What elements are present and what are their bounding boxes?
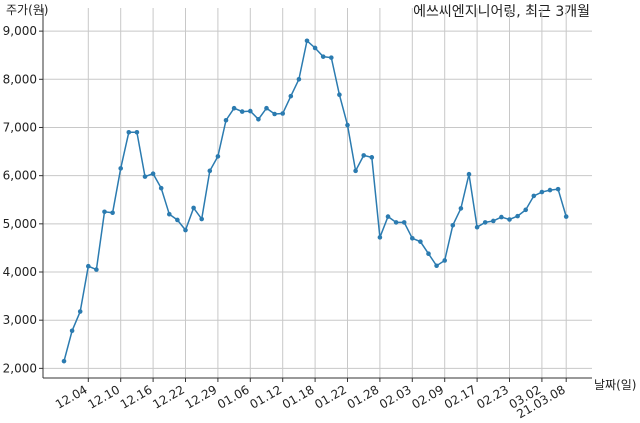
point [442, 258, 448, 263]
y-tick-label: 3,000 [3, 313, 37, 327]
point [353, 168, 358, 174]
point [231, 105, 237, 111]
point [377, 235, 383, 240]
point [361, 153, 367, 158]
x-tick-label: 12.29 [183, 382, 220, 411]
y-tick-label: 5,000 [3, 217, 37, 231]
point [223, 117, 229, 123]
x-tick-label: 02.23 [474, 382, 511, 411]
point [304, 38, 310, 44]
point [555, 186, 561, 192]
point [150, 171, 156, 177]
point [320, 54, 326, 59]
point [86, 263, 91, 269]
point [296, 77, 302, 82]
point [175, 217, 180, 223]
point [507, 217, 512, 222]
point [474, 224, 480, 230]
point [393, 220, 399, 225]
point [77, 309, 83, 314]
point [69, 328, 75, 334]
y-tick-label: 8,000 [3, 72, 37, 86]
point [466, 171, 472, 177]
point [426, 251, 431, 257]
y-tick-label: 7,000 [3, 120, 37, 134]
point [539, 189, 545, 195]
y-tick-label: 4,000 [3, 265, 37, 279]
point [418, 239, 423, 244]
point [401, 220, 407, 225]
x-tick-label: 01.18 [280, 382, 317, 411]
point [191, 205, 196, 211]
chart-title: 에쓰씨엔지니어링, 최근 3개월 [413, 4, 590, 20]
point [215, 154, 221, 159]
point [272, 111, 277, 117]
point [385, 214, 391, 219]
point [126, 129, 132, 135]
y-tick-label: 6,000 [3, 169, 37, 183]
x-tick-label: 02.17 [442, 382, 479, 411]
x-tick-label: 02.03 [377, 382, 414, 411]
x-tick-label: 01.28 [345, 382, 382, 411]
x-tick-label: 12.04 [53, 382, 90, 411]
point [264, 105, 269, 111]
point [94, 267, 99, 272]
point [515, 213, 520, 219]
point [329, 55, 334, 60]
x-tick-label: 12.22 [150, 382, 187, 411]
point [523, 207, 528, 213]
x-tick-label: 01.22 [312, 382, 349, 411]
point [142, 174, 148, 179]
point [410, 235, 415, 241]
point [369, 155, 375, 160]
point [450, 222, 456, 228]
x-tick-label: 12.16 [118, 382, 155, 411]
point [288, 93, 294, 99]
point [280, 111, 286, 116]
point [312, 45, 318, 51]
point [434, 263, 439, 269]
point [499, 214, 504, 220]
point [563, 214, 569, 219]
x-tick-label: 02.09 [409, 382, 446, 411]
point [207, 168, 213, 174]
point [547, 187, 553, 193]
point [239, 109, 245, 114]
x-tick-label: 01.06 [215, 382, 252, 411]
point [134, 129, 140, 135]
point [167, 211, 172, 217]
point [458, 206, 464, 211]
y-axis-label: 주가(원) [6, 3, 48, 17]
point [183, 227, 188, 233]
point [118, 166, 123, 171]
point [337, 92, 342, 98]
y-tick-label: 9,000 [3, 24, 37, 38]
point [110, 210, 115, 216]
point [199, 216, 204, 222]
point [345, 122, 350, 128]
point [248, 108, 253, 114]
point [102, 209, 107, 215]
point [531, 193, 537, 199]
x-axis-label: 날짜(일) [594, 378, 636, 392]
point [482, 220, 488, 225]
y-tick-label: 2,000 [3, 361, 37, 375]
point [491, 218, 496, 224]
x-tick-label: 12.10 [85, 382, 122, 411]
x-tick-label: 01.12 [247, 382, 284, 411]
point [158, 185, 164, 191]
point [61, 358, 67, 364]
point [256, 116, 261, 122]
